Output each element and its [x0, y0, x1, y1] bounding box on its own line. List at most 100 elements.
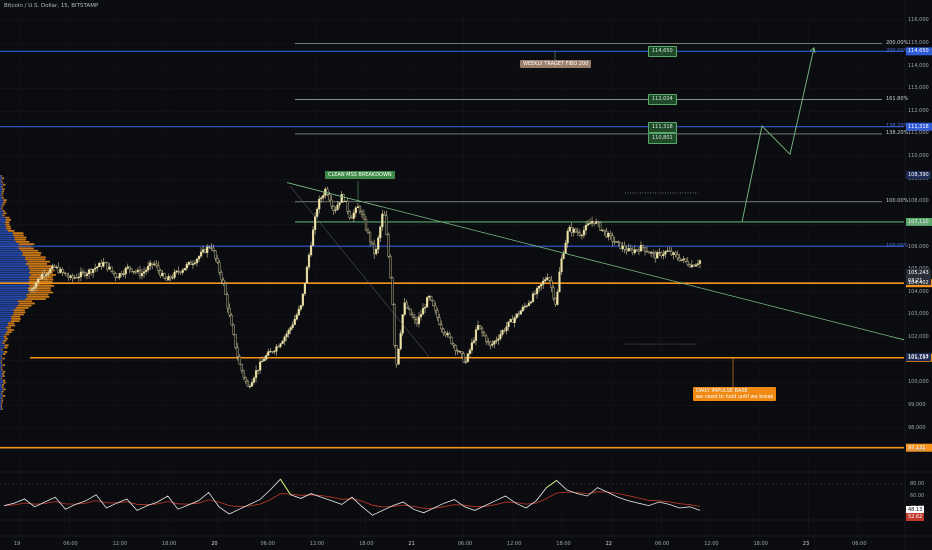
- candle-body: [141, 273, 143, 276]
- volume-bar: [0, 265, 28, 267]
- time-tick-label: 22: [606, 541, 612, 547]
- volume-bar: [0, 234, 13, 236]
- volume-bar: [0, 386, 2, 388]
- clean-mss-note[interactable]: CLEAN MSS BREAKDOWN: [325, 171, 395, 179]
- volume-bar: [0, 391, 2, 393]
- volume-bar: [2, 190, 4, 192]
- volume-bar: [14, 309, 25, 311]
- candle-body: [166, 278, 168, 280]
- volume-bar: [0, 195, 1, 197]
- volume-bar: [2, 177, 4, 179]
- candle-body: [153, 264, 155, 265]
- daily-impulse-note[interactable]: DAILY IMPULSE BASE we need to hold until…: [693, 387, 776, 401]
- target-price-tag[interactable]: 112,024: [648, 94, 677, 105]
- volume-bar: [0, 215, 3, 217]
- volume-bar: [0, 340, 4, 342]
- candle-body: [638, 250, 640, 251]
- candle-body: [68, 276, 70, 278]
- candle-body: [512, 319, 514, 322]
- candle-body: [677, 255, 679, 258]
- candle-body: [477, 325, 479, 329]
- volume-bar: [23, 252, 42, 254]
- price-tick-label: 113,000: [908, 85, 929, 91]
- candle-body: [534, 294, 536, 295]
- candle-body: [514, 318, 516, 323]
- volume-bar: [0, 179, 1, 181]
- candle-body: [440, 325, 442, 329]
- volume-bar: [3, 358, 5, 360]
- volume-bar: [28, 261, 51, 263]
- candle-body: [418, 317, 420, 324]
- price-tick-label: 106,000: [908, 244, 929, 250]
- candle-body: [168, 276, 170, 280]
- candle-body: [58, 267, 60, 272]
- target-price-tag[interactable]: 110,801: [648, 133, 677, 144]
- candle-body: [206, 247, 208, 253]
- candle-body: [94, 268, 96, 269]
- volume-bar: [2, 391, 4, 393]
- candle-body: [369, 232, 371, 241]
- candle-body: [365, 219, 367, 230]
- volume-bar: [21, 250, 38, 252]
- volume-bar: [0, 369, 1, 371]
- volume-bar: [6, 327, 11, 329]
- candle-body: [267, 352, 269, 356]
- candle-body: [683, 259, 685, 260]
- candle-body: [467, 354, 469, 362]
- candle-body: [546, 278, 548, 280]
- candle-body: [164, 273, 166, 278]
- candle-body: [571, 227, 573, 232]
- candle-body: [335, 210, 337, 211]
- candle-body: [363, 214, 365, 219]
- candle-body: [622, 246, 624, 249]
- candle-body: [261, 361, 263, 362]
- candle-body: [473, 341, 475, 343]
- target-price-tag[interactable]: 114,650: [648, 46, 677, 57]
- volume-bar: [2, 193, 3, 195]
- candle-body: [667, 251, 669, 252]
- volume-bar: [2, 386, 4, 388]
- price-tick-label: 103,000: [908, 311, 929, 317]
- daily-impulse-subtitle: we need to hold until we break: [696, 394, 773, 400]
- candle-body: [385, 216, 387, 235]
- candle-body: [312, 230, 314, 246]
- time-tick-label: 12:00: [507, 541, 521, 547]
- candle-body: [654, 253, 656, 258]
- volume-bar: [0, 349, 1, 351]
- volume-bar: [0, 399, 2, 401]
- volume-bar: [2, 384, 4, 386]
- candle-body: [52, 266, 54, 269]
- candle-body: [231, 315, 233, 325]
- candle-body: [56, 267, 58, 268]
- candle-body: [681, 260, 683, 261]
- candle-body: [84, 272, 86, 275]
- volume-bar: [0, 186, 1, 188]
- weekly-target-note[interactable]: WEEKLY TRAGET FIBO 200: [520, 60, 591, 68]
- candle-body: [390, 256, 392, 278]
- candle-body: [253, 378, 255, 382]
- candle-body: [697, 264, 699, 265]
- time-tick-label: 19: [14, 541, 20, 547]
- volume-bar: [4, 340, 7, 342]
- candle-body: [436, 310, 438, 317]
- volume-bar: [0, 292, 29, 294]
- candle-body: [96, 267, 98, 268]
- volume-bar: [0, 380, 3, 382]
- volume-bar: [29, 292, 53, 294]
- candle-body: [78, 277, 80, 278]
- candle-body: [345, 201, 347, 202]
- volume-bar: [8, 329, 14, 331]
- candle-body: [147, 266, 149, 270]
- symbol-title[interactable]: Bitcoin / U.S. Dollar, 15, BITSTAMP: [4, 3, 98, 9]
- candle-body: [449, 333, 451, 337]
- candle-body: [510, 319, 512, 321]
- volume-bar: [3, 210, 5, 212]
- volume-bar: [0, 364, 3, 366]
- candle-body: [375, 249, 377, 254]
- volume-bar: [2, 399, 3, 401]
- osc-signal-tag: 52.62: [906, 513, 924, 521]
- target-price-tag[interactable]: 111,318: [648, 122, 677, 133]
- candle-body: [662, 254, 664, 255]
- price-tick-label: 99,000: [908, 402, 926, 408]
